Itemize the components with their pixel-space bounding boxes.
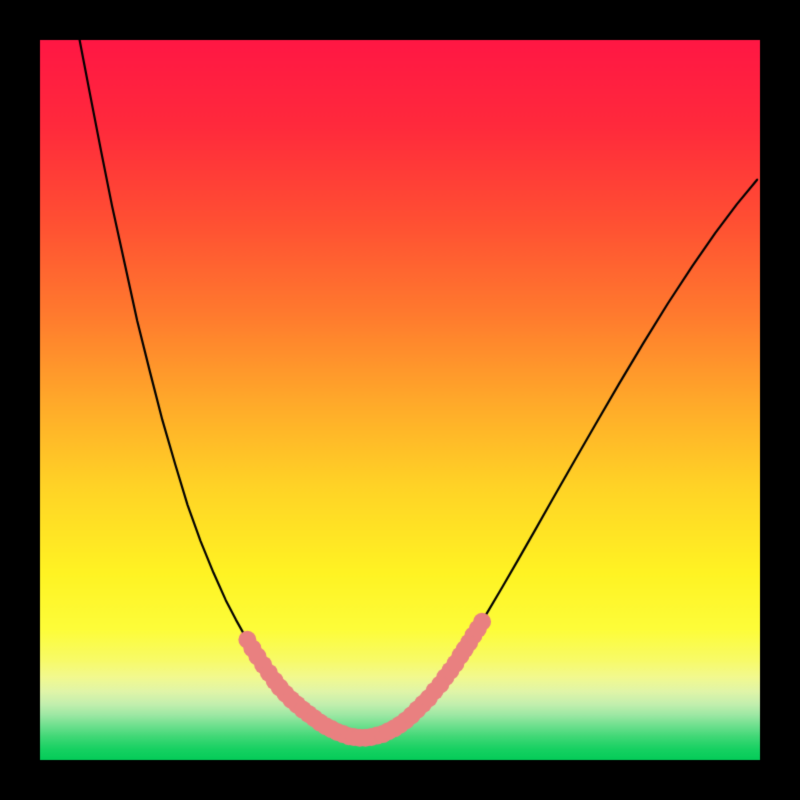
chart-stage: TheBottleneck.com xyxy=(0,0,800,800)
bottleneck-curve-plot xyxy=(0,0,800,800)
